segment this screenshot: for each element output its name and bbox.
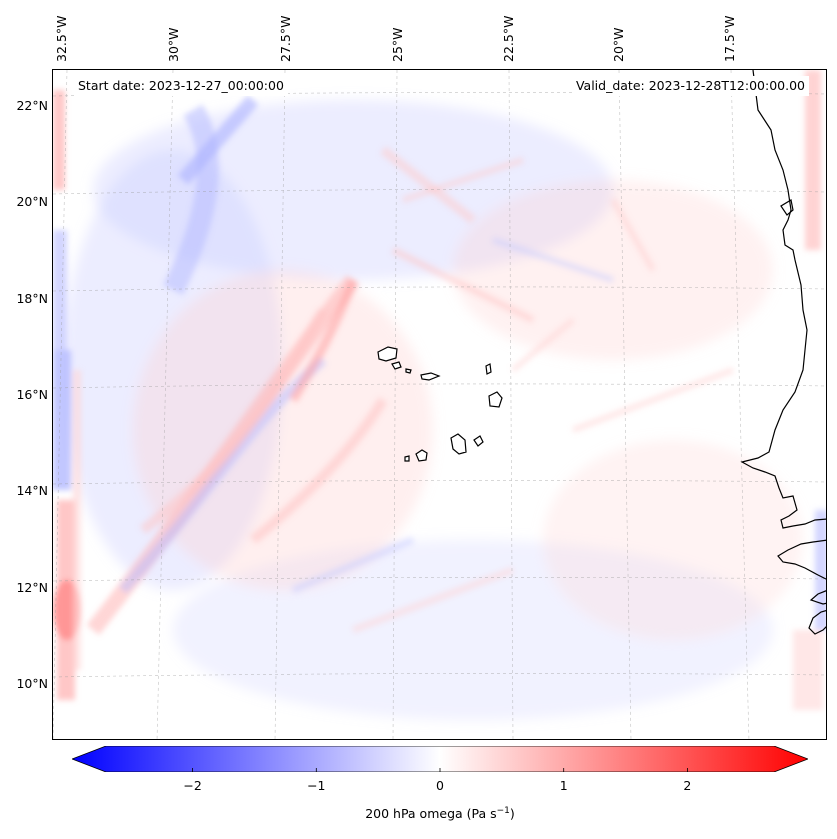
colorbar-tick-label: −2	[183, 778, 202, 793]
lat-label-20n: 20°N	[16, 194, 48, 209]
lon-label-22-5w: 22.5°W	[501, 15, 516, 62]
map-frame[interactable]	[52, 69, 827, 740]
colorbar-label-exponent: −1	[496, 806, 510, 816]
lat-label-12n: 12°N	[16, 580, 48, 595]
field-right-edge	[793, 70, 826, 710]
colorbar-label-text: 200 hPa omega (Pa s	[365, 806, 497, 822]
colorbar-label: 200 hPa omega (Pa s−1)	[0, 806, 837, 821]
lat-label-22n: 22°N	[16, 98, 48, 113]
valid-date-label: Valid_date: 2023-12-28T12:00:00.00	[571, 76, 809, 96]
lat-label-14n: 14°N	[16, 483, 48, 498]
colorbar-tick-label: 0	[436, 778, 444, 793]
colorbar-tick-label: 1	[559, 778, 568, 793]
field-streaks	[86, 95, 735, 635]
graticule	[53, 70, 826, 739]
lon-label-17-5w: 17.5°W	[722, 15, 737, 62]
lat-label-16n: 16°N	[16, 387, 48, 402]
lon-label-25w: 25°W	[390, 27, 405, 62]
colorbar-body	[72, 746, 808, 772]
lon-label-32-5w: 32.5°W	[54, 15, 69, 62]
lon-label-27-5w: 27.5°W	[278, 15, 293, 62]
field-broad	[63, 100, 803, 720]
omega-field-map	[53, 70, 826, 739]
cape-verde-islands	[377, 346, 503, 462]
colorbar-tick-label: 2	[683, 778, 692, 793]
start-date-label: Start date: 2023-12-27_00:00:00	[74, 76, 288, 96]
lat-label-18n: 18°N	[16, 291, 48, 306]
coastline-africa	[740, 70, 826, 635]
colorbar-label-suffix: )	[509, 806, 515, 822]
lon-label-20w: 20°W	[611, 27, 626, 62]
lat-label-10n: 10°N	[16, 676, 48, 691]
colorbar	[72, 746, 808, 772]
lon-label-30w: 30°W	[166, 27, 181, 62]
field-left-edge	[53, 90, 81, 700]
colorbar-tick-label: −1	[307, 778, 326, 793]
